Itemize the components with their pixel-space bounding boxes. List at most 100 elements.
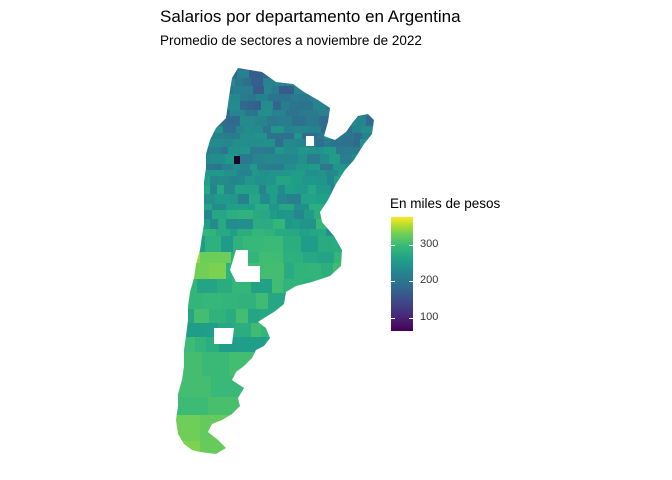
department-polygon — [194, 236, 206, 253]
chart-subtitle: Promedio de sectores a noviembre de 2022 — [160, 33, 422, 48]
department-polygon — [204, 68, 218, 71]
department-polygon — [197, 210, 213, 220]
department-polygon — [308, 126, 322, 134]
department-polygon — [276, 176, 292, 186]
department-polygon — [345, 170, 358, 177]
department-polygon — [376, 263, 387, 280]
department-polygon — [265, 415, 296, 442]
department-polygon — [252, 170, 260, 177]
department-polygon — [176, 279, 188, 294]
department-polygon — [226, 219, 239, 230]
department-polygon — [285, 219, 293, 230]
department-polygon — [179, 170, 195, 177]
department-polygon — [287, 194, 302, 205]
department-polygon — [184, 236, 195, 253]
department-polygon — [265, 154, 276, 165]
chart-title: Salarios por departamento en Argentina — [160, 7, 461, 26]
department-polygon — [223, 110, 231, 117]
department-polygon — [190, 204, 200, 211]
department-polygon — [270, 70, 281, 79]
department-polygon — [323, 309, 337, 324]
department-polygon — [294, 210, 305, 220]
department-polygon — [256, 293, 269, 310]
department-polygon — [180, 116, 191, 127]
department-polygon — [250, 164, 258, 171]
department-polygon — [258, 110, 273, 117]
department-polygon — [376, 154, 385, 165]
department-polygon — [249, 68, 263, 71]
department-polygon — [303, 252, 318, 264]
department-polygon — [275, 139, 284, 148]
department-polygon — [320, 154, 330, 165]
department-polygon — [196, 176, 211, 186]
department-polygon — [190, 293, 204, 310]
department-polygon — [183, 185, 198, 195]
department-polygon — [332, 110, 345, 117]
department-polygon — [298, 147, 310, 155]
department-polygon — [233, 236, 244, 253]
department-polygon — [283, 139, 297, 148]
department-polygon — [209, 263, 227, 280]
department-polygon — [233, 323, 252, 338]
department-polygon — [236, 126, 245, 134]
department-polygon — [331, 94, 339, 102]
department-polygon — [278, 185, 286, 195]
department-polygon — [342, 70, 354, 79]
department-polygon — [176, 164, 181, 171]
department-polygon — [238, 293, 257, 310]
department-polygon — [358, 110, 374, 117]
department-polygon — [266, 185, 279, 195]
department-polygon — [285, 229, 293, 237]
missing-data-areas — [214, 136, 314, 344]
department-polygon — [294, 263, 311, 280]
department-polygon — [316, 185, 332, 195]
department-polygon — [233, 164, 241, 171]
department-polygon — [333, 164, 346, 171]
department-polygon — [202, 94, 212, 102]
department-polygon — [202, 70, 213, 79]
department-polygon — [290, 170, 306, 177]
department-polygon — [182, 219, 193, 230]
department-polygon — [251, 78, 264, 87]
department-polygon — [339, 133, 355, 140]
department-polygon — [254, 352, 285, 377]
department-polygon — [226, 441, 257, 454]
department-polygon — [374, 139, 382, 148]
department-polygon — [293, 78, 309, 87]
department-polygon — [304, 397, 335, 416]
department-polygon — [176, 185, 184, 195]
department-polygon — [347, 210, 356, 220]
department-polygon — [265, 229, 276, 237]
department-polygon — [358, 376, 374, 398]
department-polygon — [324, 133, 340, 140]
department-polygon — [264, 236, 284, 253]
department-polygon — [373, 126, 374, 134]
department-polygon — [238, 219, 254, 230]
department-polygon — [347, 252, 358, 264]
department-polygon — [216, 229, 231, 237]
department-polygon — [298, 154, 308, 165]
department-polygon — [193, 126, 201, 134]
department-polygon — [215, 194, 231, 205]
department-polygon — [334, 397, 372, 416]
department-polygon — [232, 415, 266, 442]
department-polygon — [294, 86, 309, 95]
department-polygon — [261, 101, 274, 111]
department-polygon — [301, 70, 317, 79]
department-polygon — [181, 194, 194, 205]
department-polygon — [267, 116, 279, 127]
department-polygon — [361, 176, 371, 186]
department-polygon — [352, 154, 365, 165]
department-polygon — [377, 352, 410, 377]
department-polygon — [271, 126, 285, 134]
department-polygon — [371, 397, 374, 416]
department-polygon — [300, 219, 310, 230]
department-polygon — [210, 176, 218, 186]
department-polygon — [342, 78, 354, 87]
department-polygon — [294, 133, 303, 140]
department-polygon — [302, 176, 318, 186]
department-polygon — [276, 337, 293, 353]
department-polygon — [216, 170, 225, 177]
department-polygon — [200, 415, 233, 442]
